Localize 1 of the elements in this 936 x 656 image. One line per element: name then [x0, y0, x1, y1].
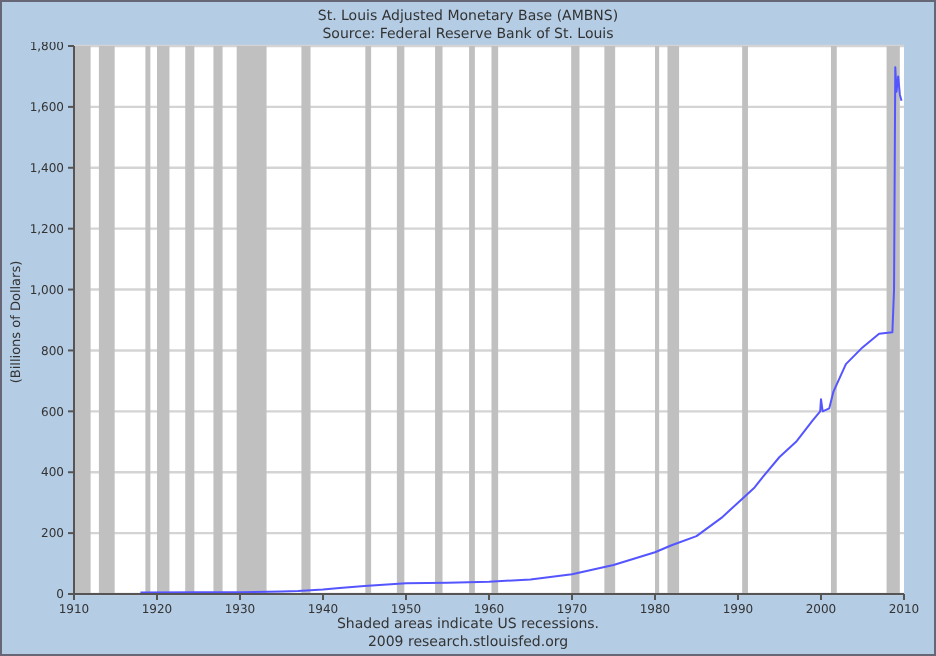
line-series: [139, 66, 903, 594]
